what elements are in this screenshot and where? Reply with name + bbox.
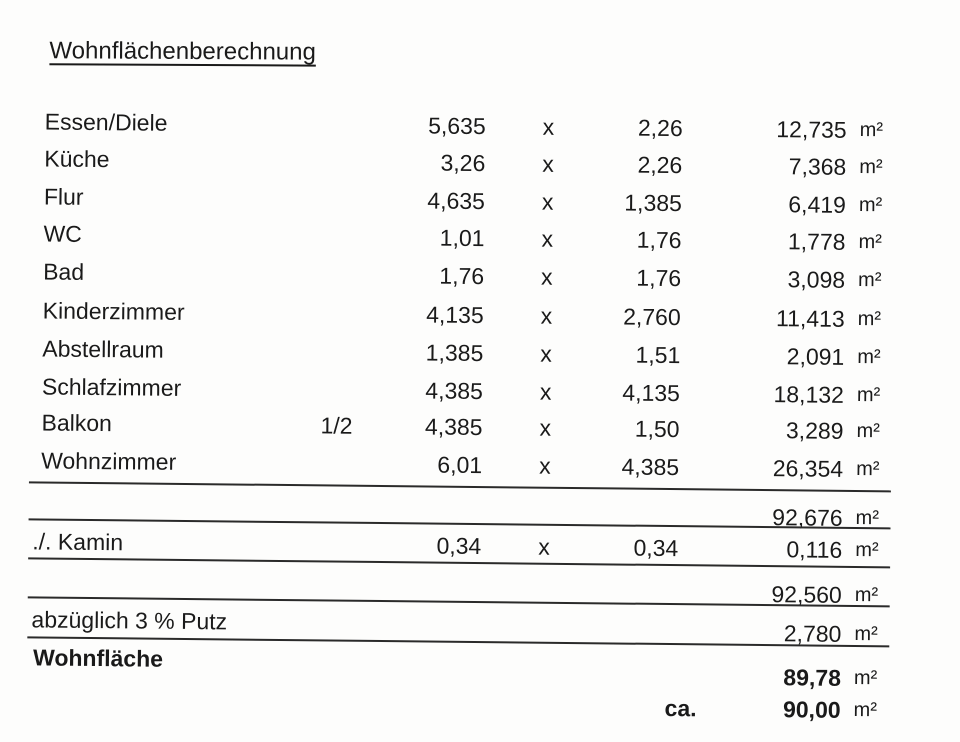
unit: m² [853, 666, 878, 690]
room-area: 2,091 [786, 343, 845, 370]
unit: m² [853, 698, 878, 722]
circa-label: ca. [664, 694, 697, 722]
room-name: Balkon [41, 409, 113, 437]
room-name: Schlafzimmer [41, 373, 182, 401]
room-length: 4,385 [424, 413, 483, 441]
kamin-label: ./. Kamin [32, 528, 124, 556]
room-name: Essen/Diele [44, 108, 168, 136]
unit: m² [859, 119, 884, 142]
table-row: Bad 1,76 x 1,76 3,098 m² [0, 256, 957, 296]
room-name: Wohnzimmer [41, 447, 177, 475]
unit: m² [857, 345, 881, 369]
table-row: Schlafzimmer 4,385 x 4,135 18,132 m² [0, 371, 956, 411]
room-length: 1,385 [425, 339, 484, 367]
room-name: Küche [44, 145, 110, 173]
room-area: 7,368 [788, 153, 847, 180]
room-name: Flur [43, 183, 84, 210]
room-width: 1,51 [635, 341, 681, 369]
room-length: 1,01 [439, 224, 485, 252]
room-width: 4,385 [621, 453, 680, 481]
room-length: 6,01 [437, 451, 483, 479]
table-row: WC 1,01 x 1,76 1,778 m² [0, 218, 958, 258]
table-row: Küche 3,26 x 2,26 7,368 m² [0, 143, 958, 183]
multiply-sign: x [539, 378, 552, 405]
multiply-sign: x [539, 452, 551, 479]
kamin-area: 0,116 [786, 536, 843, 563]
unit: m² [856, 457, 880, 481]
unit: m² [856, 383, 881, 407]
room-area: 3,098 [787, 266, 846, 293]
wohnflaeche-label: Wohnfläche [32, 644, 164, 672]
unit: m² [857, 307, 882, 331]
room-area: 26,354 [772, 455, 844, 482]
table-row: Wohnzimmer 6,01 x 4,385 26,354 m² [0, 445, 955, 485]
room-name: Kinderzimmer [42, 297, 185, 325]
room-factor: 1/2 [320, 412, 353, 439]
room-width: 1,50 [634, 415, 680, 443]
room-area: 1,778 [787, 228, 846, 255]
unit: m² [855, 538, 879, 562]
room-width: 2,760 [623, 303, 681, 331]
kamin-width: 0,34 [633, 534, 679, 562]
room-name: Abstellraum [42, 335, 164, 363]
unit: m² [859, 156, 883, 179]
multiply-sign: x [539, 414, 552, 441]
multiply-sign: x [540, 340, 552, 367]
kamin-length: 0,34 [436, 532, 482, 560]
room-length: 4,385 [425, 377, 484, 405]
multiply-sign: x [540, 302, 553, 329]
document-title: Wohnflächenberechnung [49, 37, 316, 66]
unit: m² [857, 269, 882, 292]
room-length: 4,635 [427, 187, 486, 215]
room-length: 3,26 [440, 149, 486, 177]
table-row: Balkon 1/2 4,385 x 1,50 3,289 m² [0, 407, 956, 447]
room-area: 11,413 [775, 305, 845, 332]
room-length: 5,635 [428, 112, 486, 140]
room-length: 4,135 [426, 301, 484, 329]
room-table: Essen/Diele 5,635 x 2,26 12,735 m² Küche 3,26 x 2… [0, 0, 960, 481]
multiply-sign: x [541, 225, 554, 252]
unit: m² [856, 419, 880, 443]
room-length: 1,76 [439, 262, 485, 290]
table-row: Flur 4,635 x 1,385 6,419 m² [0, 181, 958, 221]
multiply-sign: x [540, 263, 553, 290]
room-width: 1,385 [624, 189, 683, 217]
room-width: 2,26 [637, 114, 683, 142]
wohnflaeche-value: 89,78 [783, 664, 842, 691]
unit: m² [858, 194, 883, 217]
room-width: 1,76 [636, 226, 682, 254]
room-name: Bad [43, 258, 85, 285]
table-row: Kinderzimmer 4,135 x 2,760 11,413 m² [0, 295, 957, 335]
multiply-sign: x [542, 113, 555, 140]
room-area: 6,419 [788, 191, 847, 218]
putz-label: abzüglich 3 % Putz [31, 606, 228, 635]
multiply-sign: x [538, 533, 550, 560]
table-row: Essen/Diele 5,635 x 2,26 12,735 m² [0, 106, 959, 146]
table-row: Abstellraum 1,385 x 1,51 2,091 m² [0, 333, 956, 373]
room-area: 3,289 [785, 417, 844, 444]
room-area: 12,735 [776, 116, 847, 143]
room-width: 4,135 [622, 379, 681, 407]
room-width: 2,26 [637, 151, 683, 179]
unit: m² [858, 231, 882, 254]
multiply-sign: x [541, 188, 554, 215]
room-name: WC [43, 220, 83, 247]
rounded-value: 90,00 [782, 696, 841, 723]
room-width: 1,76 [636, 264, 682, 292]
multiply-sign: x [542, 150, 554, 177]
room-area: 18,132 [773, 381, 845, 408]
